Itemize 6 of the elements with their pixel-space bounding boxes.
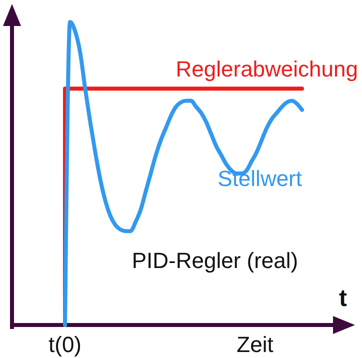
text: t: [339, 285, 347, 312]
text: PID-Regler (real): [132, 248, 298, 273]
series-label: Reglerabweichung: [176, 56, 358, 82]
text: t(0): [48, 332, 82, 357]
series-label: Stellwert: [218, 166, 302, 191]
x-axis-title: Zeit: [236, 332, 274, 357]
